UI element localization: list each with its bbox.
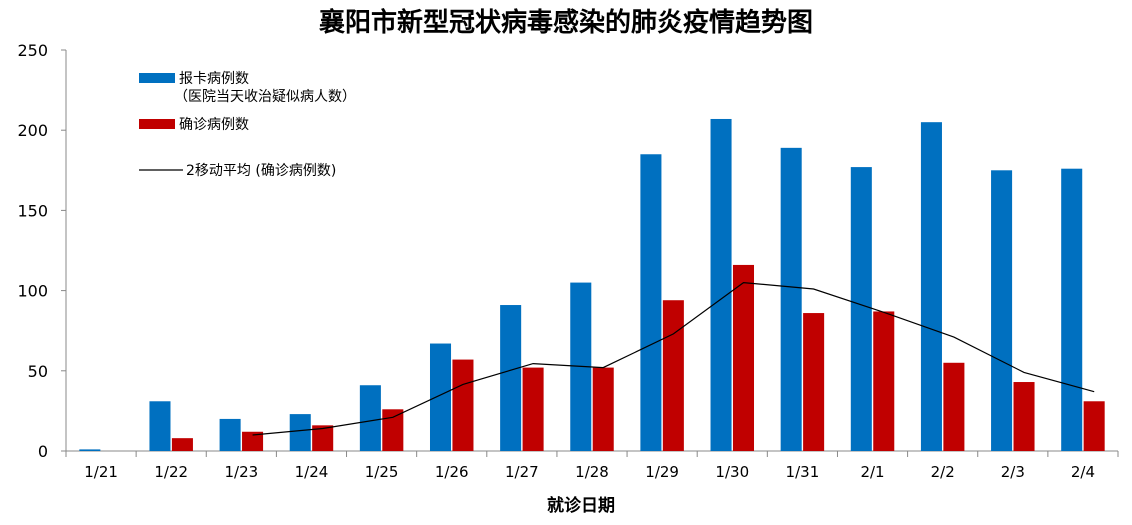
- legend-swatch-confirmed: [139, 119, 175, 129]
- bar-reported: [920, 122, 942, 452]
- bar-reported: [991, 170, 1013, 452]
- bar-confirmed: [803, 313, 825, 451]
- y-tick-label: 100: [17, 282, 48, 301]
- x-axis-title: 就诊日期: [547, 495, 615, 516]
- bar-reported: [149, 401, 171, 451]
- x-axis: 1/21 1/22 1/23 1/24 1/25 1/26 1/27 1/28 1/29 1/30…: [65, 450, 1119, 481]
- bar-reported: [780, 147, 802, 451]
- moving-average-polyline: [252, 281, 1095, 436]
- x-tick-label: 1/30: [715, 463, 749, 481]
- bar-confirmed: [943, 362, 965, 451]
- y-tick-label: 200: [17, 121, 48, 140]
- x-tick-label: 2/2: [931, 463, 955, 481]
- x-tick-label: 1/27: [505, 463, 539, 481]
- bar-reported: [850, 167, 872, 452]
- bar-confirmed: [242, 431, 264, 451]
- chart-title: 襄阳市新型冠状病毒感染的肺炎疫情趋势图: [318, 8, 813, 38]
- x-tick-label: 1/24: [295, 463, 329, 481]
- y-axis: 0 50 100 150 200 250: [17, 41, 67, 461]
- bar-confirmed: [452, 359, 474, 451]
- bar-reported: [289, 414, 311, 451]
- x-tick-label: 1/23: [224, 463, 258, 481]
- bar-confirmed: [382, 409, 404, 451]
- x-tick-label: 2/1: [860, 463, 884, 481]
- legend: 报卡病例数 （医院当天收治疑似病人数） 确诊病例数 2移动平均 (确诊病例数): [139, 71, 356, 179]
- y-tick-label: 150: [17, 201, 48, 220]
- bar-confirmed: [171, 438, 193, 451]
- legend-label-moving-average: 2移动平均 (确诊病例数): [186, 163, 336, 179]
- legend-label-reported-note: （医院当天收治疑似病人数）: [174, 89, 356, 105]
- bar-confirmed: [732, 264, 755, 451]
- bar-confirmed: [1013, 382, 1035, 451]
- bar-reported: [710, 118, 732, 452]
- bar-confirmed: [1083, 401, 1105, 451]
- bar-confirmed: [662, 300, 684, 451]
- bar-reported: [79, 449, 101, 451]
- bar-reported: [640, 154, 662, 451]
- bars: [79, 118, 1105, 452]
- bar-reported: [1061, 168, 1083, 452]
- bar-confirmed: [592, 367, 614, 451]
- x-tick-label: 1/26: [435, 463, 469, 481]
- x-tick-label: 2/4: [1071, 463, 1095, 481]
- bar-reported: [219, 418, 241, 451]
- y-tick-label: 250: [17, 41, 48, 60]
- bar-confirmed: [522, 367, 544, 451]
- bar-reported: [429, 343, 452, 451]
- bar-confirmed: [873, 311, 895, 451]
- x-tick-label: 1/22: [154, 463, 188, 481]
- x-tick-label: 1/21: [84, 463, 118, 481]
- bar-reported: [359, 385, 381, 451]
- x-tick-label: 1/29: [645, 463, 679, 481]
- x-tick-label: 1/25: [365, 463, 399, 481]
- y-tick-label: 0: [38, 442, 48, 461]
- legend-swatch-reported: [139, 73, 175, 83]
- x-tick-label: 2/3: [1001, 463, 1025, 481]
- bar-reported: [500, 305, 522, 451]
- legend-label-confirmed: 确诊病例数: [179, 117, 249, 133]
- moving-average-line: [252, 281, 1095, 436]
- y-tick-label: 50: [28, 362, 48, 381]
- x-tick-label: 1/28: [575, 463, 609, 481]
- x-tick-label: 1/31: [786, 463, 820, 481]
- legend-label-reported: 报卡病例数: [179, 71, 249, 87]
- bar-confirmed: [312, 425, 334, 451]
